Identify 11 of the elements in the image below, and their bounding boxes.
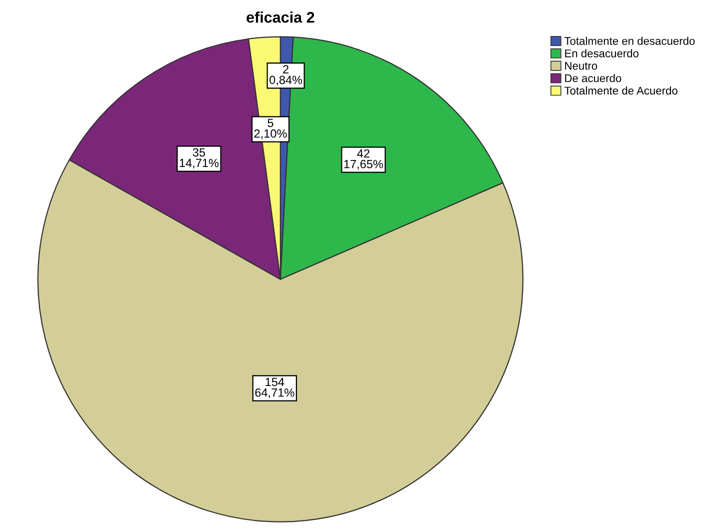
data-label: 5 2,10%	[254, 118, 287, 140]
data-label: 35 14,71%	[180, 148, 219, 169]
legend-label: Totalmente de Acuerdo	[564, 86, 678, 95]
legend-label: Neutro	[565, 62, 598, 70]
data-label: 42 17,65%	[344, 149, 384, 170]
legend-label: De acuerdo	[565, 74, 622, 82]
legend-label: En desacuerdo	[565, 49, 638, 58]
legend-label: Totalmente en desacuerdo	[564, 36, 695, 45]
data-label: 154 64,71%	[255, 378, 294, 398]
chart-title: eficacia 2	[246, 12, 314, 23]
data-label: 2 0,84%	[270, 65, 302, 86]
